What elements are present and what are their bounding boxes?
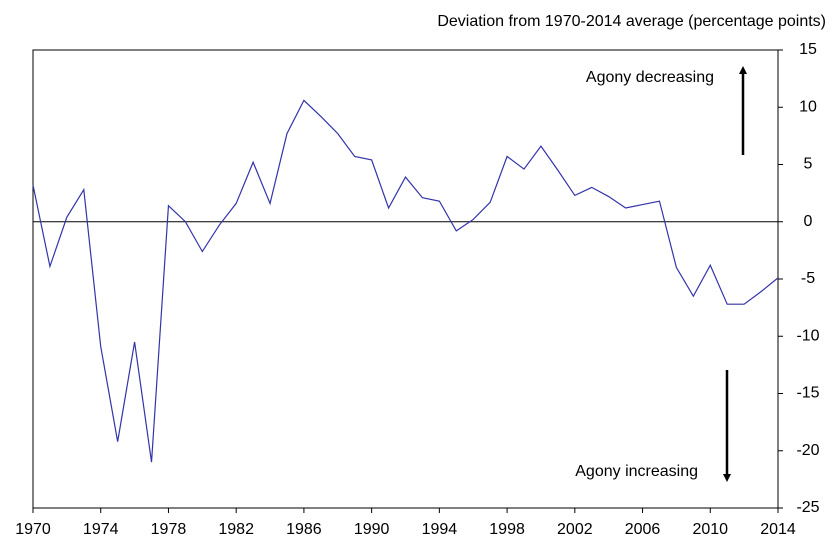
x-tick-label: 2014 xyxy=(760,521,796,538)
y-tick-label: 0 xyxy=(804,213,813,230)
y-tick-label: 5 xyxy=(804,156,813,173)
plot-frame xyxy=(32,49,779,509)
x-tick-label: 1994 xyxy=(422,521,458,538)
annotation: Agony increasing xyxy=(575,463,698,480)
x-tick-label: 2006 xyxy=(625,521,661,538)
y-axis-label: Deviation from 1970-2014 average (percen… xyxy=(437,13,826,30)
y-tick-label: -15 xyxy=(796,385,819,402)
x-tick-label: 1974 xyxy=(83,521,119,538)
x-tick-label: 1986 xyxy=(286,521,322,538)
annotation: Agony decreasing xyxy=(586,69,714,86)
x-tick-label: 1970 xyxy=(15,521,51,538)
y-tick-label: -25 xyxy=(796,499,819,516)
x-tick-label: 1990 xyxy=(354,521,390,538)
x-tick-label: 2002 xyxy=(557,521,593,538)
y-tick-label: 15 xyxy=(799,41,817,58)
y-tick-label: -10 xyxy=(796,327,819,344)
data-line xyxy=(32,99,779,463)
x-tick-label: 1998 xyxy=(489,521,525,538)
y-tick-label: -5 xyxy=(801,270,815,287)
x-tick-label: 1982 xyxy=(218,521,254,538)
y-tick-label: 10 xyxy=(799,98,817,115)
y-tick-label: -20 xyxy=(796,442,819,459)
x-tick-label: 1978 xyxy=(151,521,187,538)
x-tick-label: 2010 xyxy=(692,521,728,538)
